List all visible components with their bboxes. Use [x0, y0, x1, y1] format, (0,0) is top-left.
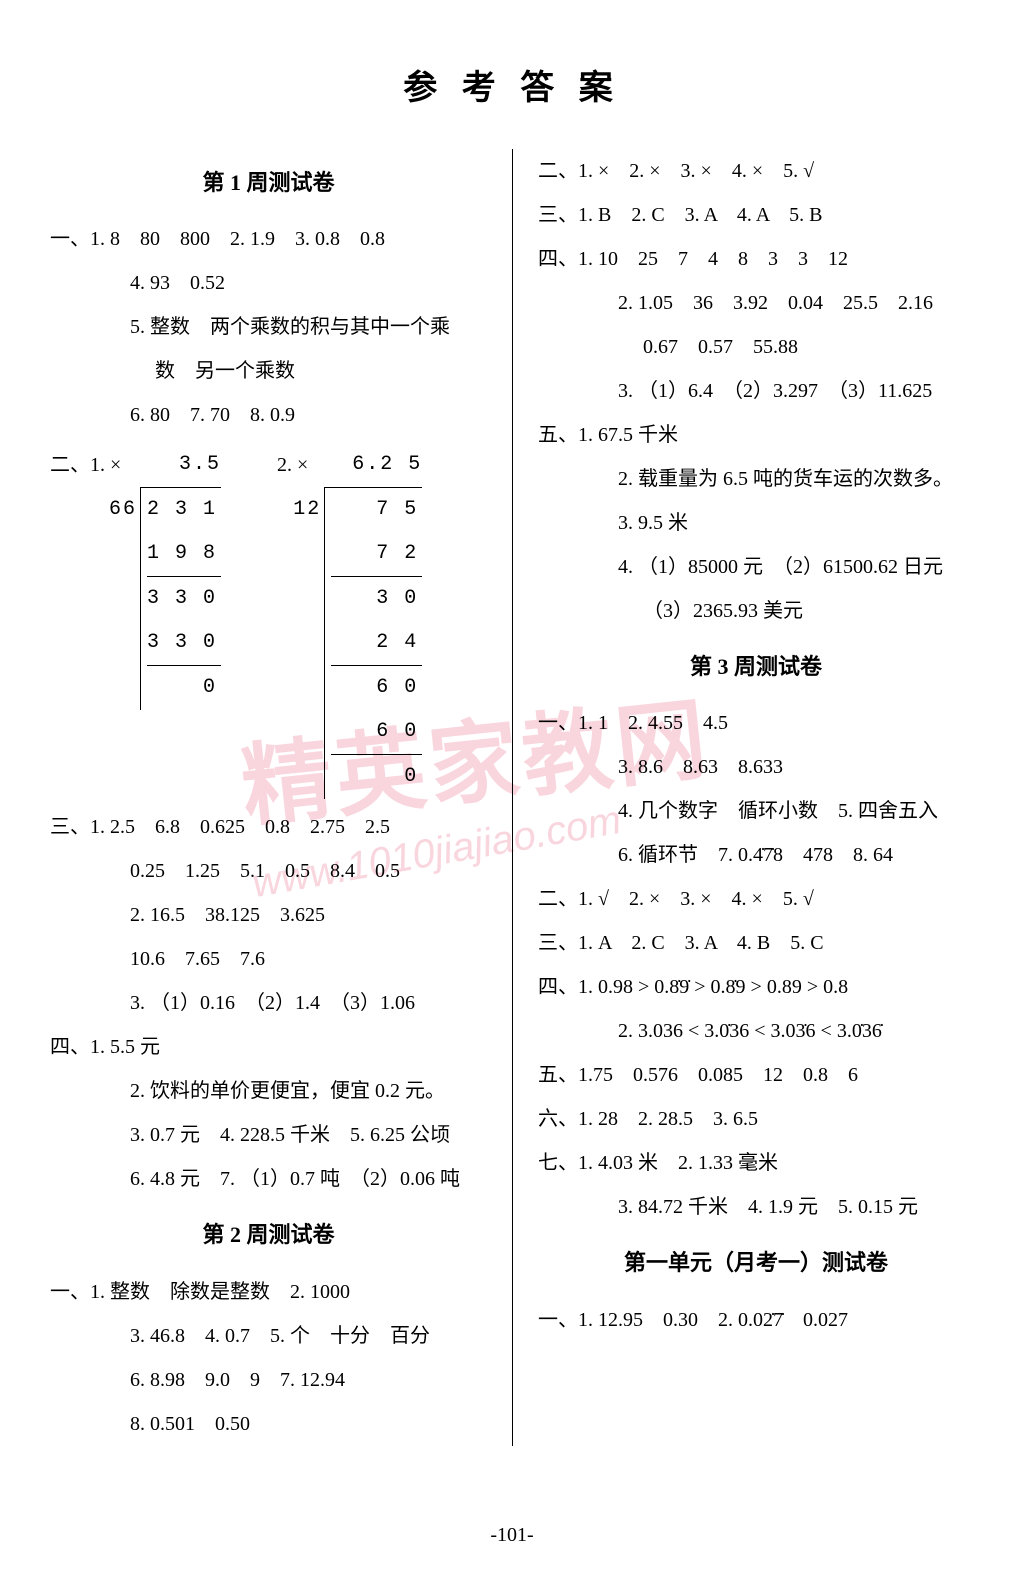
line: 七、1. 4.03 米 2. 1.33 毫米	[538, 1141, 974, 1185]
line: 4. 几个数字 循环小数 5. 四舍五入	[538, 789, 974, 833]
main-title: 参 考 答 案	[50, 60, 974, 109]
line: 五、1.75 0.576 0.085 12 0.8 6	[538, 1053, 974, 1097]
line: 3. 9.5 米	[538, 501, 974, 545]
long-division-1: 3.5 66 2 3 1 1 9 8 3 3 0 3 3 0 0	[130, 443, 221, 710]
ld2-r3: 2 4	[331, 621, 422, 666]
line: 4. （1）85000 元 （2）61500.62 日元	[538, 545, 974, 589]
line: 8. 0.501 0.50	[50, 1402, 487, 1446]
ld2-r4: 6 0	[331, 666, 422, 710]
line: 3. 0.7 元 4. 228.5 千米 5. 6.25 公顷	[50, 1113, 487, 1157]
line: 5. 整数 两个乘数的积与其中一个乘	[50, 305, 487, 349]
line: 2. 16.5 38.125 3.625	[50, 893, 487, 937]
ld1-r4: 0	[147, 666, 221, 710]
line-prefix: 二、1. ×	[50, 443, 130, 487]
line: 3. 84.72 千米 4. 1.9 元 5. 0.15 元	[538, 1185, 974, 1229]
ld2-r1: 7 2	[331, 532, 422, 577]
line: 一、1. 1 2. 4.55 4.5	[538, 701, 974, 745]
ld1-r2: 3 3 0	[147, 577, 221, 621]
ld1-r1: 1 9 8	[147, 532, 221, 577]
line: 二、1. × 2. × 3. × 4. × 5. √	[538, 149, 974, 193]
line: 6. 4.8 元 7. （1）0.7 吨 （2）0.06 吨	[50, 1157, 487, 1201]
ld1-quotient: 3.5	[140, 443, 221, 488]
long-division-2: 6.2 5 12 7 5 7 2 3 0 2 4 6 0 6 0 0	[314, 443, 422, 799]
line: 0.25 1.25 5.1 0.5 8.4 0.5	[50, 849, 487, 893]
line: 一、1. 整数 除数是整数 2. 1000	[50, 1270, 487, 1314]
left-column: 第 1 周测试卷 一、1. 8 80 800 2. 1.9 3. 0.8 0.8…	[50, 149, 512, 1446]
line: 6. 循环节 7. 0.4̇7̇8 478 8. 64	[538, 833, 974, 877]
page-number: -101-	[0, 1524, 1024, 1547]
ld1-dividend: 2 3 1	[147, 488, 221, 532]
week1-title: 第 1 周测试卷	[50, 159, 487, 207]
line: 6. 8.98 9.0 9 7. 12.94	[50, 1358, 487, 1402]
unit1-title: 第一单元（月考一）测试卷	[538, 1239, 974, 1287]
line: 四、1. 5.5 元	[50, 1025, 487, 1069]
line: 二、1. √ 2. × 3. × 4. × 5. √	[538, 877, 974, 921]
line: 10.6 7.65 7.6	[50, 937, 487, 981]
line: 一、1. 12.95 0.30 2. 0.02̇7̇ 0.027	[538, 1298, 974, 1342]
week3-title: 第 3 周测试卷	[538, 643, 974, 691]
line: 0.67 0.57 55.88	[538, 325, 974, 369]
ld2-r5: 6 0	[331, 710, 422, 755]
line: 3. 8.6 8.63 8.633	[538, 745, 974, 789]
page: 参 考 答 案 精英家教网 www.1010jiajiao.com 第 1 周测…	[0, 0, 1024, 1572]
ld2-r6: 0	[331, 755, 422, 799]
line: 3. 46.8 4. 0.7 5. 个 十分 百分	[50, 1314, 487, 1358]
columns: 第 1 周测试卷 一、1. 8 80 800 2. 1.9 3. 0.8 0.8…	[50, 149, 974, 1446]
line: 一、1. 8 80 800 2. 1.9 3. 0.8 0.8	[50, 217, 487, 261]
line: 6. 80 7. 70 8. 0.9	[50, 393, 487, 437]
ld2-dividend: 7 5	[331, 488, 422, 532]
line: 四、1. 0.98 > 0.8̇9̇ > 0.8̇9 > 0.89 > 0.8	[538, 965, 974, 1009]
ld2-quotient: 6.2 5	[324, 443, 422, 488]
ld1-r3: 3 3 0	[147, 621, 221, 666]
long-division-row: 二、1. × 3.5 66 2 3 1 1 9 8 3 3 0 3 3 0 0	[50, 443, 487, 799]
line: 4. 93 0.52	[50, 261, 487, 305]
line: 2. 饮料的单价更便宜，便宜 0.2 元。	[50, 1069, 487, 1113]
line: 3. （1）0.16 （2）1.4 （3）1.06	[50, 981, 487, 1025]
ld2-divisor: 12	[293, 488, 321, 532]
line: 2. 1.05 36 3.92 0.04 25.5 2.16	[538, 281, 974, 325]
line-mid: 2. ×	[257, 443, 308, 487]
line: 2. 3.036 < 3.0̇36 < 3.03̇6 < 3.0̇36̇	[538, 1009, 974, 1053]
line: 三、1. 2.5 6.8 0.625 0.8 2.75 2.5	[50, 805, 487, 849]
line: （3）2365.93 美元	[538, 589, 974, 633]
line: 3. （1）6.4 （2）3.297 （3）11.625	[538, 369, 974, 413]
line: 2. 载重量为 6.5 吨的货车运的次数多。	[538, 457, 974, 501]
week2-title: 第 2 周测试卷	[50, 1211, 487, 1259]
line: 六、1. 28 2. 28.5 3. 6.5	[538, 1097, 974, 1141]
line: 三、1. A 2. C 3. A 4. B 5. C	[538, 921, 974, 965]
right-column: 二、1. × 2. × 3. × 4. × 5. √ 三、1. B 2. C 3…	[512, 149, 974, 1446]
ld2-r2: 3 0	[331, 577, 422, 621]
line: 数 另一个乘数	[50, 349, 487, 393]
line: 四、1. 10 25 7 4 8 3 3 12	[538, 237, 974, 281]
ld1-divisor: 66	[109, 488, 137, 532]
line: 三、1. B 2. C 3. A 4. A 5. B	[538, 193, 974, 237]
line: 五、1. 67.5 千米	[538, 413, 974, 457]
